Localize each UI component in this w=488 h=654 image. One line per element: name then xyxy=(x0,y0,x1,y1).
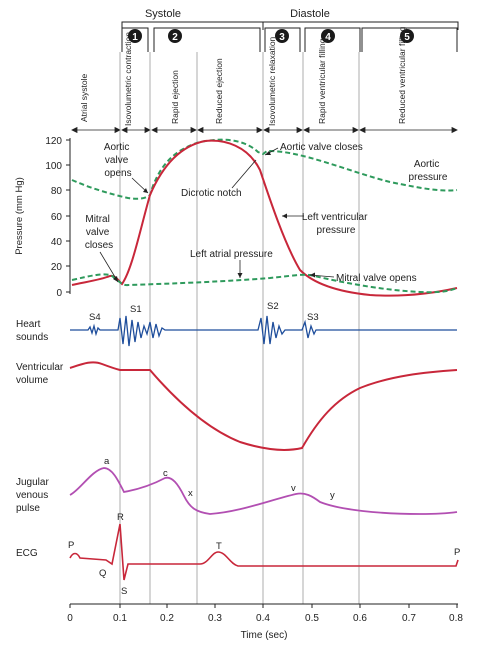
diastole-bracket: Diastole xyxy=(262,8,459,30)
s2-label: S2 xyxy=(267,301,279,312)
ventricular-volume-panel: Ventricular volume xyxy=(16,361,458,451)
phase-badge-4: 4 xyxy=(321,29,335,43)
xtick-0-7: 0.7 xyxy=(402,613,416,624)
dicrotic-notch-label: Dicrotic notch xyxy=(181,188,242,199)
svg-text:3: 3 xyxy=(279,32,285,43)
s4-label: S4 xyxy=(89,312,101,323)
diastole-label: Diastole xyxy=(290,8,330,20)
phase-badge-3: 3 xyxy=(275,29,289,43)
ecg-t-label: T xyxy=(216,541,222,552)
ecg-q-label: Q xyxy=(99,568,106,579)
jvp-c-label: c xyxy=(163,468,168,479)
ecg-p-label: P xyxy=(68,540,74,551)
left-ventricular-pressure-label: Left ventricular pressure xyxy=(302,212,370,236)
phase-arrows xyxy=(71,126,458,134)
xtick-0-3: 0.3 xyxy=(208,613,222,624)
aortic-pressure-label: Aortic pressure xyxy=(409,159,448,183)
xtick-0-2: 0.2 xyxy=(160,613,174,624)
svg-text:1: 1 xyxy=(132,32,138,43)
pressure-annotations: Aortic valve opens Aortic valve closes A… xyxy=(85,142,448,284)
pressure-ylabel: Pressure (mm Hg) xyxy=(14,177,25,255)
ytick-120: 120 xyxy=(45,136,62,147)
systole-label: Systole xyxy=(145,8,181,20)
ecg-s-label: S xyxy=(121,586,127,597)
ytick-40: 40 xyxy=(51,237,63,248)
jvp-v-label: v xyxy=(291,483,296,494)
ventricular-volume-label: Ventricular volume xyxy=(16,362,66,386)
ventricular-volume-curve xyxy=(69,361,458,451)
phase-badge-2: 2 xyxy=(168,29,182,43)
xtick-0-5: 0.5 xyxy=(305,613,319,624)
phase-boxes xyxy=(121,27,458,52)
x-axis-label: Time (sec) xyxy=(241,630,288,641)
systole-bracket: Systole xyxy=(121,8,264,30)
jvp-x-label: x xyxy=(188,488,193,499)
phase-isovolumetric-contraction: Isovolumetric contraction xyxy=(123,32,133,126)
left-atrial-pressure-label: Left atrial pressure xyxy=(190,249,273,260)
aortic-valve-closes-label: Aortic valve closes xyxy=(280,142,363,153)
ecg-panel: ECG P R Q S T P xyxy=(16,512,460,597)
jvp-y-label: y xyxy=(330,490,335,501)
ecg-label: ECG xyxy=(16,548,38,559)
phase-isovolumetric-relaxation: Isovolumetric relaxation xyxy=(267,36,277,126)
ytick-60: 60 xyxy=(51,212,63,223)
left-atrial-pressure-curve xyxy=(71,273,458,294)
phase-rapid-ventricular-filling: Rapid ventricular filling xyxy=(317,38,327,124)
pressure-axis: 120 100 80 60 40 20 0 Pressure (mm Hg) xyxy=(14,136,71,299)
jugular-panel: Jugular venous pulse a c x v y xyxy=(16,456,458,515)
s1-label: S1 xyxy=(130,304,142,315)
aortic-valve-opens-label: Aortic valve opens xyxy=(104,142,132,179)
svg-text:4: 4 xyxy=(325,32,331,43)
xtick-0-4: 0.4 xyxy=(256,613,270,624)
xtick-0-1: 0.1 xyxy=(113,613,127,624)
xtick-0-8: 0.8 xyxy=(449,613,463,624)
ytick-100: 100 xyxy=(45,161,62,172)
svg-text:2: 2 xyxy=(172,32,178,43)
s3-label: S3 xyxy=(307,312,319,323)
ytick-20: 20 xyxy=(51,262,63,273)
ytick-0: 0 xyxy=(56,288,62,299)
jugular-curve xyxy=(69,467,458,515)
heart-sounds-trace xyxy=(70,315,457,347)
phase-badge-1: 1 xyxy=(128,29,142,43)
xtick-0: 0 xyxy=(67,613,73,624)
ecg-r-label: R xyxy=(117,512,124,523)
heart-sounds-label: Heart sounds xyxy=(16,319,48,343)
ytick-80: 80 xyxy=(51,186,63,197)
mitral-valve-opens-label: Mitral valve opens xyxy=(336,273,417,284)
phase-badge-5: 5 xyxy=(400,29,414,43)
heart-sounds-panel: Heart sounds S4 S1 S2 S3 xyxy=(16,301,457,347)
time-axis: 0 0.1 0.2 0.3 0.4 0.5 0.6 0.7 0.8 Time (… xyxy=(67,603,463,641)
jugular-label: Jugular venous pulse xyxy=(16,477,52,514)
mitral-valve-closes-label: Mitral valve closes xyxy=(85,214,113,251)
phase-reduced-ejection: Reduced ejection xyxy=(214,58,224,124)
aortic-pressure-curve xyxy=(71,138,458,200)
phase-rapid-ejection: Rapid ejection xyxy=(170,70,180,124)
ecg-trace xyxy=(69,523,459,581)
jvp-a-label: a xyxy=(104,456,110,467)
phase-badges: 1 2 3 4 5 xyxy=(128,29,414,43)
phase-labels: Atrial systole Isovolumetric contraction… xyxy=(79,26,407,126)
svg-text:5: 5 xyxy=(404,32,410,43)
phase-reduced-ventricular-filling: Reduced ventricular filling xyxy=(397,26,407,124)
ecg-p2-label: P xyxy=(454,547,460,558)
xtick-0-6: 0.6 xyxy=(353,613,367,624)
phase-atrial-systole: Atrial systole xyxy=(79,74,89,122)
event-lines xyxy=(119,52,360,604)
